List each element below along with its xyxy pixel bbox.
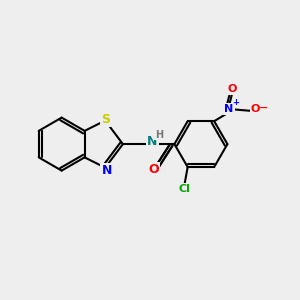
- Text: Cl: Cl: [179, 184, 191, 194]
- Text: N: N: [224, 104, 233, 114]
- Text: O: O: [148, 163, 158, 176]
- Text: +: +: [232, 98, 239, 107]
- Text: −: −: [259, 103, 268, 113]
- Text: O: O: [227, 84, 236, 94]
- Text: H: H: [155, 130, 163, 140]
- Text: O: O: [251, 104, 260, 114]
- Text: N: N: [147, 135, 158, 148]
- Text: S: S: [101, 112, 110, 126]
- Text: N: N: [101, 164, 112, 177]
